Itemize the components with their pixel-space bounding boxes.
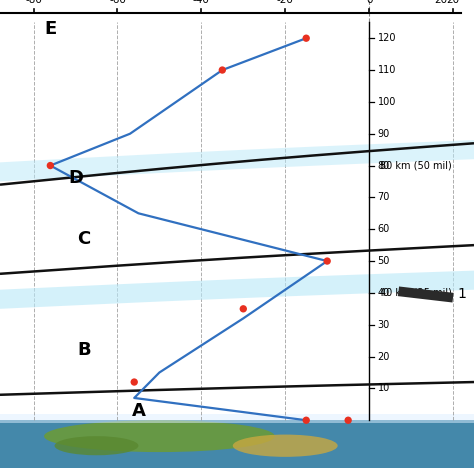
Text: 120: 120 (377, 33, 396, 43)
Text: 30: 30 (377, 320, 390, 330)
Text: 20: 20 (377, 351, 390, 362)
Point (302, 417, 310, 424)
Ellipse shape (55, 436, 138, 455)
Text: 20: 20 (434, 0, 447, 5)
Text: 60: 60 (377, 224, 390, 234)
Bar (0, 420, 474, 468)
Text: 80: 80 (377, 161, 390, 170)
Text: 1: 1 (457, 287, 466, 301)
Text: B: B (77, 341, 91, 359)
Bar (0, 414, 474, 424)
Text: -20: -20 (277, 0, 294, 5)
Text: 20: 20 (447, 0, 460, 5)
Ellipse shape (44, 420, 275, 452)
Text: 10: 10 (377, 383, 390, 394)
Point (46, 162, 54, 169)
Point (239, 305, 247, 313)
Text: 50: 50 (377, 256, 390, 266)
Point (345, 417, 352, 424)
Text: 40 km (25 mil): 40 km (25 mil) (380, 288, 452, 298)
Point (219, 66, 226, 74)
Point (323, 257, 331, 265)
Text: 70: 70 (377, 192, 390, 202)
Text: A: A (131, 402, 146, 420)
Text: 80 km (50 mil): 80 km (50 mil) (380, 161, 451, 170)
Text: 90: 90 (377, 129, 390, 139)
Text: D: D (68, 169, 83, 187)
Text: -80: -80 (25, 0, 42, 5)
Text: 0: 0 (366, 0, 373, 5)
Text: -60: -60 (109, 0, 126, 5)
Text: -40: -40 (193, 0, 210, 5)
Polygon shape (0, 271, 474, 309)
Text: 110: 110 (377, 65, 396, 75)
Text: C: C (77, 230, 91, 248)
Text: 100: 100 (377, 97, 396, 107)
Point (130, 378, 138, 386)
Text: E: E (44, 20, 56, 37)
Polygon shape (0, 140, 474, 182)
Point (302, 35, 310, 42)
Text: °C: °C (468, 0, 474, 5)
Text: 40: 40 (377, 288, 390, 298)
Ellipse shape (233, 435, 337, 457)
